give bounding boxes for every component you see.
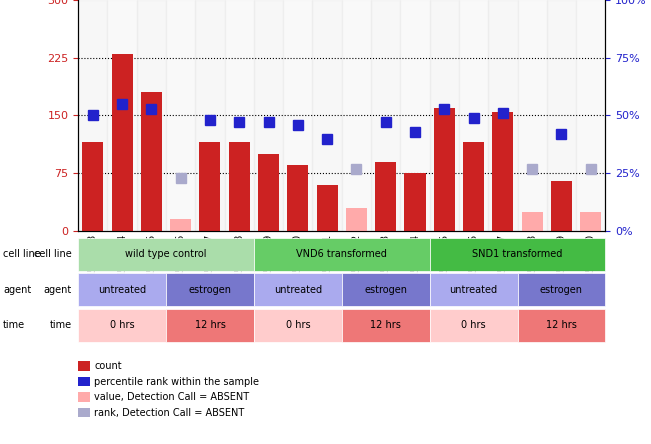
Bar: [170, 219, 191, 231]
Bar: [195, 0, 225, 231]
Bar: [434, 108, 455, 231]
Text: 0 hrs: 0 hrs: [462, 320, 486, 330]
Bar: [229, 143, 250, 231]
Text: agent: agent: [3, 285, 31, 295]
Bar: [137, 0, 166, 231]
Text: untreated: untreated: [98, 285, 146, 295]
Bar: [166, 0, 195, 231]
Text: value, Detection Call = ABSENT: value, Detection Call = ABSENT: [94, 392, 249, 402]
Text: estrogen: estrogen: [364, 285, 408, 295]
Bar: [551, 181, 572, 231]
Bar: [463, 143, 484, 231]
Text: estrogen: estrogen: [540, 285, 583, 295]
Text: count: count: [94, 361, 122, 371]
Text: 12 hrs: 12 hrs: [195, 320, 225, 330]
Bar: [371, 0, 400, 231]
Bar: [400, 0, 430, 231]
Text: rank, Detection Call = ABSENT: rank, Detection Call = ABSENT: [94, 408, 245, 418]
Bar: [199, 143, 221, 231]
Text: 0 hrs: 0 hrs: [110, 320, 134, 330]
Bar: [258, 154, 279, 231]
Bar: [576, 0, 605, 231]
Bar: [430, 0, 459, 231]
Bar: [346, 208, 367, 231]
Text: 12 hrs: 12 hrs: [546, 320, 577, 330]
Bar: [287, 166, 309, 231]
Bar: [404, 173, 426, 231]
Bar: [459, 0, 488, 231]
Bar: [547, 0, 576, 231]
Bar: [580, 212, 602, 231]
Bar: [107, 0, 137, 231]
Bar: [111, 54, 133, 231]
Text: 12 hrs: 12 hrs: [370, 320, 401, 330]
Text: cell line: cell line: [34, 249, 72, 259]
Bar: [254, 0, 283, 231]
Bar: [518, 0, 547, 231]
Text: untreated: untreated: [450, 285, 497, 295]
Text: untreated: untreated: [274, 285, 322, 295]
Text: estrogen: estrogen: [188, 285, 232, 295]
Text: agent: agent: [44, 285, 72, 295]
Bar: [283, 0, 312, 231]
Text: VND6 transformed: VND6 transformed: [296, 249, 387, 259]
Text: time: time: [3, 320, 25, 330]
Bar: [521, 212, 543, 231]
Bar: [342, 0, 371, 231]
Text: cell line: cell line: [3, 249, 41, 259]
Bar: [375, 162, 396, 231]
Bar: [488, 0, 518, 231]
Text: time: time: [49, 320, 72, 330]
Bar: [78, 0, 107, 231]
Bar: [316, 185, 338, 231]
Bar: [82, 143, 104, 231]
Text: 0 hrs: 0 hrs: [286, 320, 310, 330]
Text: percentile rank within the sample: percentile rank within the sample: [94, 377, 259, 387]
Bar: [141, 92, 162, 231]
Text: SND1 transformed: SND1 transformed: [473, 249, 562, 259]
Bar: [312, 0, 342, 231]
Text: wild type control: wild type control: [125, 249, 207, 259]
Bar: [492, 111, 514, 231]
Bar: [225, 0, 254, 231]
